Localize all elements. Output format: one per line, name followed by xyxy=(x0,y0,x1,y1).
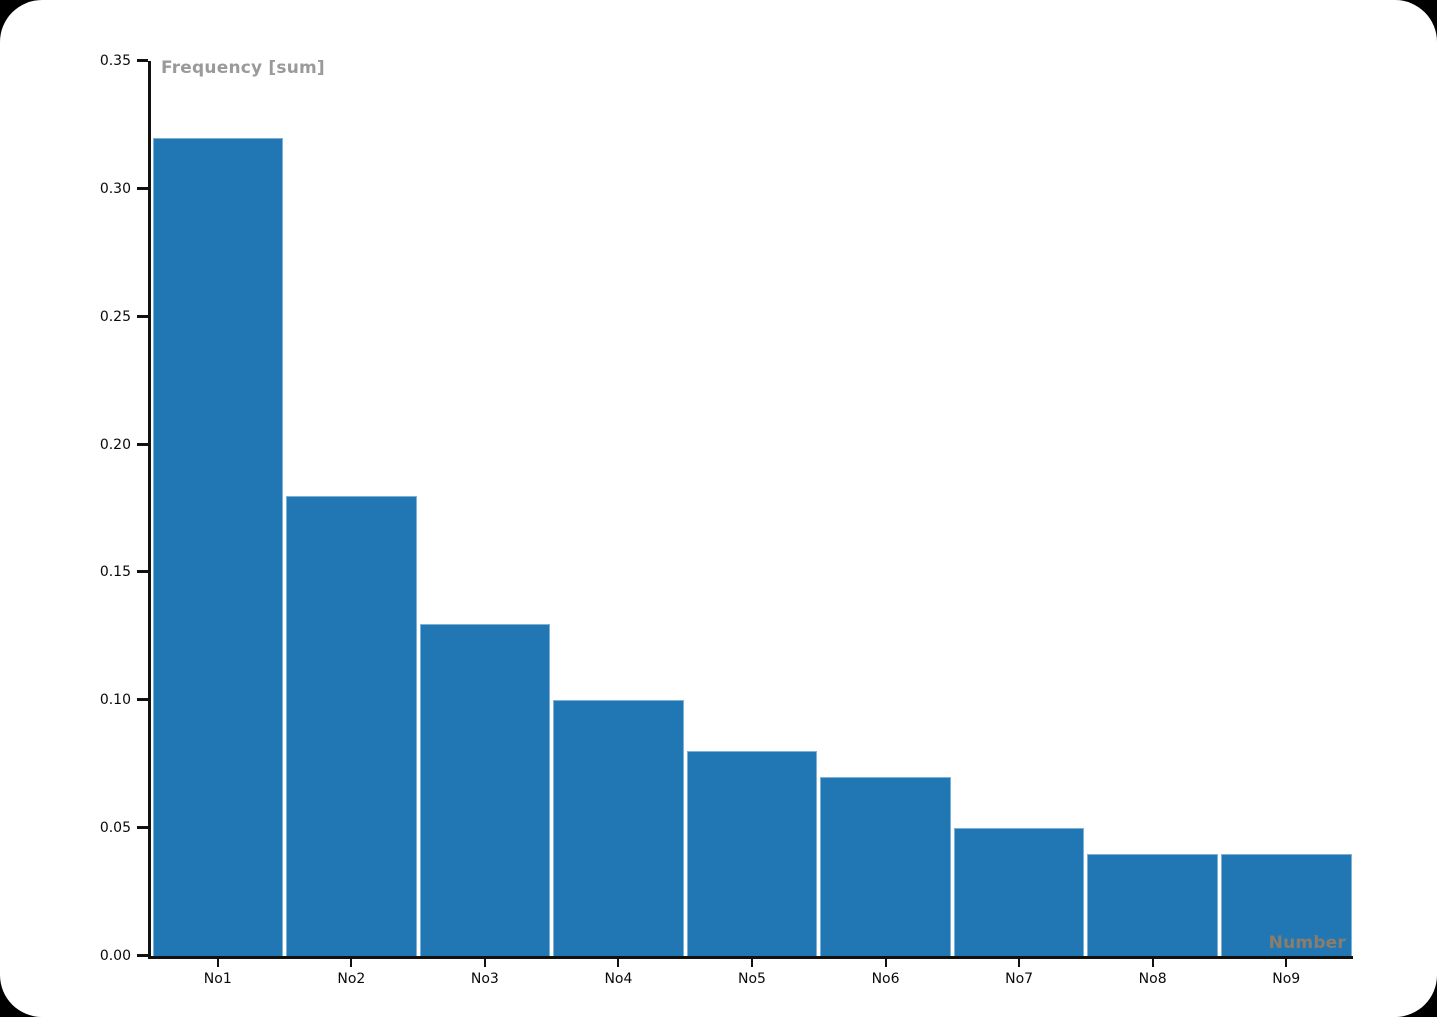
y-tick-mark-0.30 xyxy=(137,186,148,190)
y-tick-label-0.15: 0.15 xyxy=(99,564,131,581)
x-tick-label-No1: No1 xyxy=(203,971,232,987)
y-tick-label-0.10: 0.10 xyxy=(99,692,131,709)
y-tick-mark-0.15 xyxy=(137,570,148,574)
bar-slot-No8 xyxy=(1086,61,1220,956)
x-tick-label-No4: No4 xyxy=(604,971,633,987)
y-tick-mark-0.20 xyxy=(137,442,148,446)
x-tick-mark-No9 xyxy=(1285,959,1288,967)
y-tick-mark-0.00 xyxy=(137,954,148,957)
bar-slot-No5 xyxy=(685,61,819,956)
bar-No8 xyxy=(1087,853,1218,956)
y-axis-title: Frequency [sum] xyxy=(161,58,325,78)
x-axis-line xyxy=(148,956,1353,959)
x-tick-mark-No1 xyxy=(216,959,219,967)
bar-No5 xyxy=(686,751,818,956)
x-tick-mark-No5 xyxy=(751,959,753,967)
x-tick-label-No8: No8 xyxy=(1138,971,1167,987)
x-tick-mark-No3 xyxy=(483,959,486,967)
y-axis-line xyxy=(148,61,151,959)
bar-slot-No7 xyxy=(952,61,1086,956)
x-axis-title: Number xyxy=(1268,933,1346,953)
bar-No1 xyxy=(152,137,284,956)
bar-slot-No3 xyxy=(418,61,552,956)
x-tick-mark-No6 xyxy=(884,959,887,967)
y-tick-mark-0.10 xyxy=(137,698,148,702)
bar-No6 xyxy=(820,777,951,956)
x-tick-mark-No4 xyxy=(617,959,620,967)
bar-slot-No2 xyxy=(285,61,419,956)
x-tick-label-No3: No3 xyxy=(470,971,499,987)
x-tick-label-No5: No5 xyxy=(738,971,766,987)
bar-slot-No4 xyxy=(552,61,686,956)
bar-slot-No1 xyxy=(151,61,285,956)
x-tick-label-No6: No6 xyxy=(871,971,900,987)
y-tick-label-0.25: 0.25 xyxy=(99,308,131,325)
x-tick-mark-No7 xyxy=(1018,959,1021,967)
y-tick-label-0.35: 0.35 xyxy=(99,53,131,69)
y-tick-label-0.00: 0.00 xyxy=(99,948,131,964)
y-tick-mark-0.35 xyxy=(137,59,148,62)
bars-container xyxy=(151,61,1353,956)
y-tick-label-0.20: 0.20 xyxy=(99,436,131,453)
x-tick-label-No9: No9 xyxy=(1272,971,1301,987)
bar-slot-No9 xyxy=(1220,61,1354,956)
y-tick-mark-0.25 xyxy=(137,314,148,318)
x-tick-mark-No2 xyxy=(350,959,353,967)
bar-slot-No6 xyxy=(819,61,953,956)
y-tick-label-0.30: 0.30 xyxy=(99,180,131,197)
bar-No2 xyxy=(286,495,417,956)
bar-No3 xyxy=(419,623,551,956)
y-tick-mark-0.05 xyxy=(137,826,148,830)
bar-No7 xyxy=(953,828,1085,956)
x-tick-label-No7: No7 xyxy=(1005,971,1034,987)
y-tick-label-0.05: 0.05 xyxy=(99,820,131,837)
x-tick-mark-No8 xyxy=(1151,959,1154,967)
plot-area: 0.00 0.05 0.10 0.15 0.20 0.25 0.30 0.35 No1 No2 N… xyxy=(100,53,1353,987)
x-tick-label-No2: No2 xyxy=(337,971,366,987)
bar-No9 xyxy=(1221,853,1352,956)
bar-No4 xyxy=(553,700,684,956)
